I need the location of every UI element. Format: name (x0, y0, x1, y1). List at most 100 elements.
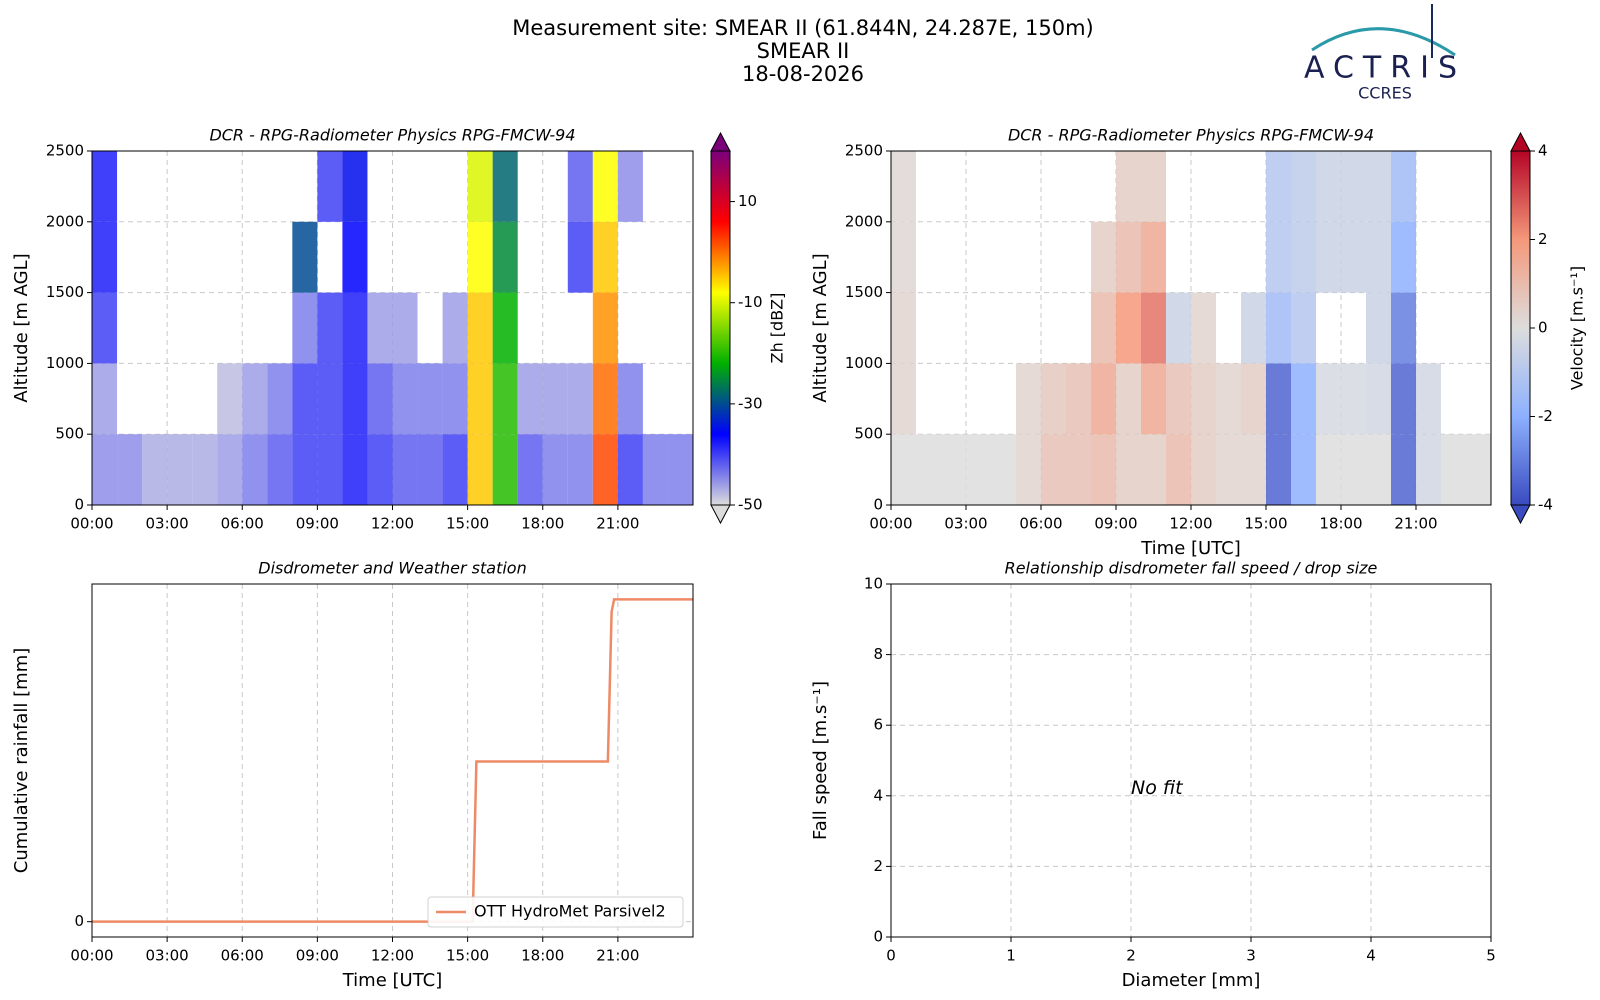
plot-title: Relationship disdrometer fall speed / dr… (1005, 559, 1378, 578)
heatmap-cell (242, 363, 268, 435)
heatmap-cell (1266, 434, 1291, 505)
y-tick-label: 2000 (845, 212, 883, 230)
heatmap-cell (292, 434, 318, 505)
figure-date: 18-08-2026 (742, 62, 864, 86)
x-tick-label: 4 (1366, 947, 1376, 965)
heatmap-cell (1291, 292, 1316, 364)
heatmap-cell (392, 292, 418, 364)
figure-subtitle: SMEAR II (757, 39, 850, 63)
heatmap-cell (1366, 363, 1391, 435)
x-tick-label: 12:00 (1169, 515, 1212, 533)
heatmap-cell (1141, 151, 1166, 222)
heatmap-cell (1341, 434, 1366, 505)
x-tick-label: 21:00 (1394, 515, 1437, 533)
heatmap-cell (1191, 363, 1216, 435)
heatmap-cell (317, 363, 343, 435)
x-tick-label: 00:00 (70, 947, 113, 965)
heatmap-cell (92, 151, 118, 222)
heatmap-cell (567, 221, 593, 293)
heatmap-cell (1466, 434, 1491, 505)
colorbar-tick-label: -4 (1538, 496, 1553, 514)
y-axis-label: Altitude [m AGL] (810, 253, 831, 402)
heatmap-cell (1091, 434, 1116, 505)
heatmap-cell (1266, 221, 1291, 293)
y-tick-label: 4 (873, 786, 883, 804)
heatmap-cell (1391, 221, 1416, 293)
x-tick-label: 18:00 (521, 947, 564, 965)
heatmap-cell (392, 363, 418, 435)
y-tick-label: 1500 (46, 283, 84, 301)
x-tick-label: 03:00 (944, 515, 987, 533)
heatmap-cell (592, 363, 618, 435)
heatmap-cell (891, 292, 916, 364)
heatmap-cell (891, 151, 916, 222)
heatmap-cell (367, 363, 393, 435)
heatmap-cell (1166, 434, 1191, 505)
x-tick-label: 18:00 (521, 515, 564, 533)
x-tick-label: 15:00 (1244, 515, 1287, 533)
heatmap-cell (891, 221, 916, 293)
heatmap-cell (292, 221, 318, 293)
x-tick-label: 09:00 (296, 947, 339, 965)
heatmap-cell (267, 434, 293, 505)
heatmap-cell (1291, 434, 1316, 505)
colorbar-extend (710, 504, 731, 525)
heatmap-cell (1316, 221, 1341, 293)
colorbar-tick-label: -30 (738, 394, 763, 412)
x-tick-label: 5 (1486, 947, 1496, 965)
heatmap-cell (1091, 221, 1116, 293)
colorbar-extend (1510, 504, 1531, 525)
legend-label: OTT HydroMet Parsivel2 (474, 902, 666, 921)
heatmap-cell (217, 434, 243, 505)
heatmap-cell (1191, 434, 1216, 505)
heatmap-cell (592, 434, 618, 505)
heatmap-cell (167, 434, 193, 505)
heatmap-cell (542, 363, 568, 435)
heatmap-cell (617, 151, 643, 222)
y-tick-label: 10 (864, 575, 883, 593)
figure-title: Measurement site: SMEAR II (61.844N, 24.… (512, 16, 1094, 40)
colorbar-tick-label: 10 (738, 192, 757, 210)
heatmap-cell (1391, 363, 1416, 435)
heatmap-cell (1191, 292, 1216, 364)
colorbar-label: Velocity [m.s⁻¹] (1568, 266, 1587, 390)
heatmap-cell (1291, 221, 1316, 293)
heatmap-cell (1141, 363, 1166, 435)
x-tick-label: 21:00 (596, 947, 639, 965)
x-tick-label: 15:00 (446, 515, 489, 533)
y-tick-label: 6 (873, 716, 883, 734)
y-tick-label: 0 (873, 928, 883, 946)
heatmap-cell (1291, 363, 1316, 435)
heatmap-cell (1416, 363, 1441, 435)
x-tick-label: 1 (1006, 947, 1016, 965)
heatmap-cell (267, 363, 293, 435)
heatmap-cell (592, 221, 618, 293)
y-tick-label: 2500 (845, 142, 883, 160)
heatmap-cell (542, 434, 568, 505)
heatmap-cell (891, 363, 916, 435)
heatmap-cell (1241, 434, 1266, 505)
heatmap-cell (367, 434, 393, 505)
heatmap-cell (1041, 363, 1066, 435)
heatmap-cell (217, 363, 243, 435)
heatmap-cell (1141, 292, 1166, 364)
heatmap-cell (1141, 221, 1166, 293)
y-tick-label: 0 (74, 912, 84, 930)
heatmap-cell (1241, 363, 1266, 435)
x-tick-label: 15:00 (446, 947, 489, 965)
colorbar-tick-label: 4 (1538, 142, 1548, 160)
heatmap-cell (1316, 363, 1341, 435)
heatmap-cell (442, 363, 468, 435)
y-tick-label: 2000 (46, 212, 84, 230)
y-tick-label: 2 (873, 857, 883, 875)
x-tick-label: 3 (1246, 947, 1256, 965)
x-tick-label: 21:00 (596, 515, 639, 533)
heatmap-cell (592, 292, 618, 364)
y-axis-label: Cumulative rainfall [mm] (11, 648, 32, 874)
heatmap-cell (467, 292, 493, 364)
colorbar-tick-label: -10 (738, 293, 763, 311)
heatmap-cell (1341, 151, 1366, 222)
y-axis-label: Altitude [m AGL] (11, 253, 32, 402)
heatmap-cell (442, 434, 468, 505)
